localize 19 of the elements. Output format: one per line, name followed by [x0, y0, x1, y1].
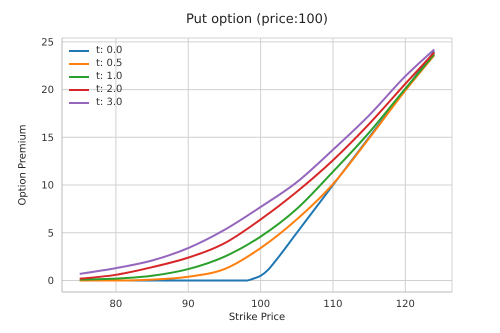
- y-tick-label: 0: [48, 276, 54, 288]
- chart-title: Put option (price:100): [184, 12, 329, 27]
- legend-label: t: 3.0: [96, 96, 122, 109]
- legend-label: t: 0.5: [96, 57, 122, 70]
- y-tick-label: 15: [41, 132, 54, 144]
- x-tick-label: 90: [182, 299, 195, 310]
- legend-label: t: 1.0: [96, 70, 122, 83]
- legend-label: t: 2.0: [96, 83, 122, 96]
- x-tick-label: 100: [251, 299, 270, 310]
- y-tick-label: 10: [41, 180, 54, 192]
- x-axis-title: Strike Price: [228, 312, 286, 323]
- y-tick-label: 20: [41, 85, 54, 96]
- x-tick-label: 80: [110, 299, 122, 310]
- y-tick-label: 25: [41, 37, 54, 48]
- y-axis-title: Option Premium: [18, 124, 29, 206]
- legend-label: t: 0.0: [96, 44, 122, 57]
- y-tick-label: 5: [48, 228, 54, 240]
- x-tick-label: 110: [323, 299, 343, 310]
- x-tick-label: 120: [396, 299, 415, 310]
